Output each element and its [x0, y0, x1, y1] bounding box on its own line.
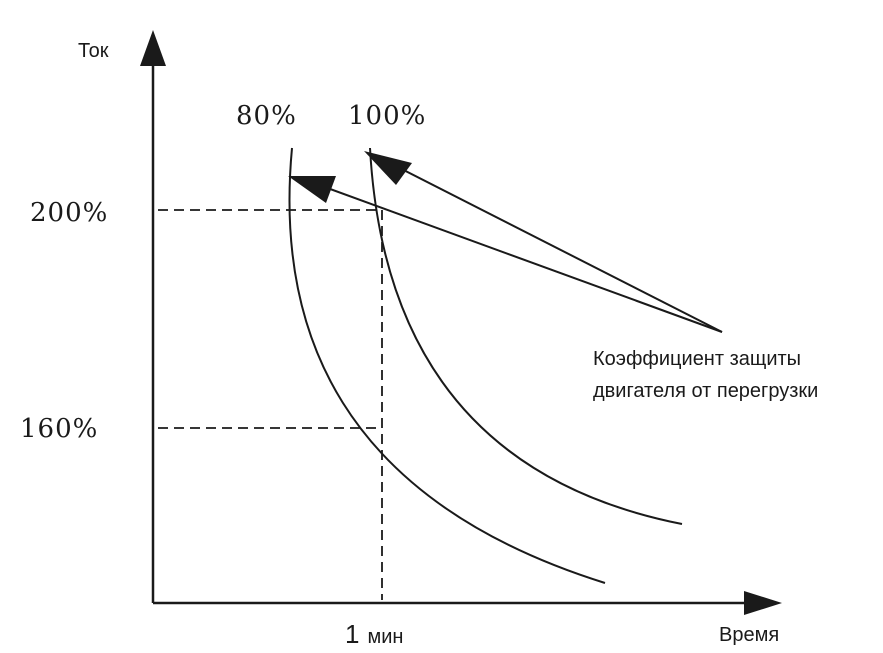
- pointer-arrowhead-100: [364, 151, 412, 185]
- annotation-line-1: Коэффициент защиты: [593, 348, 801, 370]
- time-mark-label: 1 мин: [345, 619, 403, 649]
- pointer-line-80: [299, 177, 723, 333]
- x-axis-label: Время: [719, 624, 779, 646]
- y-axis-arrow: [140, 30, 166, 66]
- curve-80-label: 80%: [236, 101, 297, 131]
- annotation-line-2: двигателя от перегрузки: [593, 380, 818, 402]
- curve-100-percent: [369, 147, 683, 525]
- level-200-label: 200%: [30, 198, 108, 228]
- curve-80-percent: [288, 147, 606, 584]
- y-axis-label: Ток: [78, 40, 109, 62]
- curve-100-label: 100%: [348, 101, 426, 131]
- level-160-label: 160%: [20, 414, 98, 444]
- pointer-arrowhead-80: [288, 176, 336, 203]
- time-mark-unit: мин: [367, 626, 403, 648]
- x-axis-arrow: [744, 591, 782, 615]
- pointer-line-100: [379, 157, 723, 333]
- time-mark-number: 1: [345, 619, 359, 649]
